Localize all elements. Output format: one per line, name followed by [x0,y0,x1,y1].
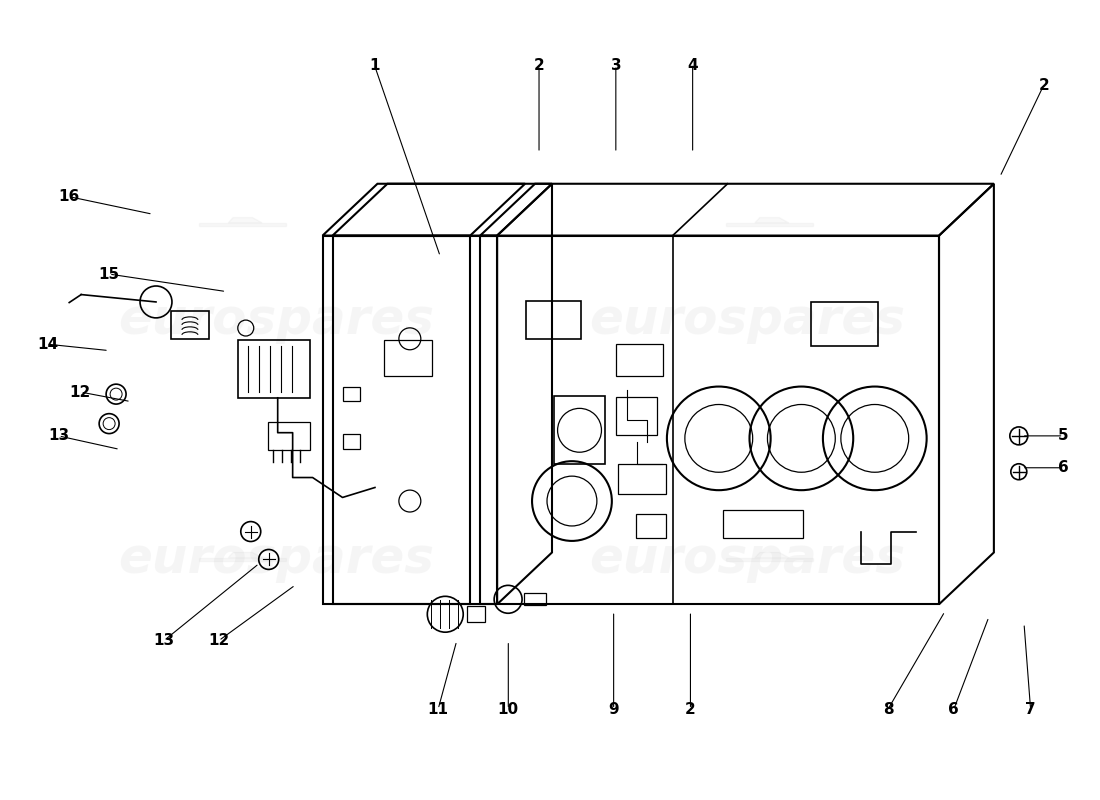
Text: 10: 10 [497,702,519,717]
Bar [170,311,209,339]
Polygon shape [199,558,286,561]
Polygon shape [229,218,262,223]
Bar [481,235,939,604]
Bar [342,434,361,450]
Text: 6: 6 [948,702,959,717]
Bar [322,235,497,604]
Bar [811,302,879,346]
Polygon shape [726,558,813,561]
Bar [267,422,309,450]
Text: eurospares: eurospares [118,296,433,344]
Text: 15: 15 [98,266,120,282]
Bar [238,340,309,398]
Text: 6: 6 [1058,460,1069,475]
Text: 8: 8 [882,702,893,717]
Polygon shape [755,553,789,558]
Text: 7: 7 [1025,702,1036,717]
Text: eurospares: eurospares [118,535,433,583]
Text: eurospares: eurospares [590,535,905,583]
Bar [342,386,361,402]
Bar [524,594,546,606]
Bar [724,510,803,538]
Bar [616,397,658,434]
Bar [468,606,485,622]
Text: 3: 3 [610,58,621,73]
Text: 5: 5 [1058,428,1069,443]
Text: 2: 2 [1038,78,1049,93]
Polygon shape [755,218,789,223]
Text: 2: 2 [534,58,544,73]
Text: 12: 12 [208,634,229,648]
Bar [526,301,581,339]
Text: 2: 2 [685,702,696,717]
Text: 13: 13 [48,428,69,443]
Bar [332,235,470,604]
Text: 12: 12 [69,385,91,399]
Bar [618,464,666,494]
Text: 1: 1 [370,58,379,73]
Bar [553,397,605,464]
Text: 9: 9 [608,702,619,717]
Polygon shape [199,223,286,226]
Text: 4: 4 [688,58,698,73]
Bar [384,340,431,376]
Text: eurospares: eurospares [590,296,905,344]
Bar [636,514,667,538]
Text: 13: 13 [153,634,174,648]
Polygon shape [229,553,262,558]
Text: 14: 14 [37,337,58,352]
Polygon shape [726,223,813,226]
Bar [616,344,663,376]
Text: 16: 16 [58,190,80,204]
Text: 11: 11 [428,702,449,717]
